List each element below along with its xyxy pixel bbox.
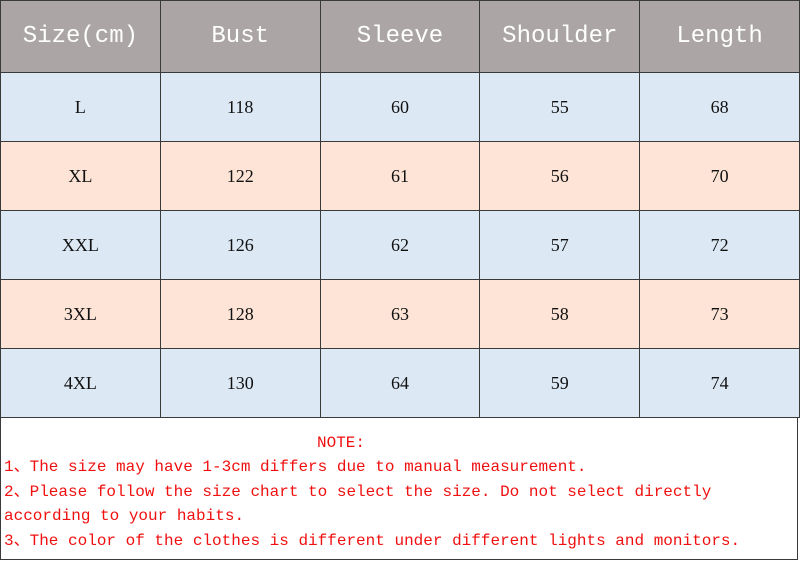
header-size: Size(cm)	[0, 0, 161, 73]
table-cell: 130	[159, 348, 321, 418]
header-bust: Bust	[159, 0, 321, 73]
table-row: XL 122 61 56 70	[0, 141, 800, 211]
table-cell: 4XL	[0, 348, 161, 418]
table-row: XXL 126 62 57 72	[0, 210, 800, 280]
note-line-1: 1、The size may have 1-3cm differs due to…	[4, 458, 587, 477]
table-cell: 73	[639, 279, 800, 349]
notes-title: NOTE:	[317, 434, 366, 452]
table-cell: 59	[479, 348, 641, 418]
table-cell: 70	[639, 141, 800, 211]
table-cell: XL	[0, 141, 161, 211]
table-cell: 122	[159, 141, 321, 211]
table-cell: 118	[159, 72, 321, 142]
note-line-2: 2、Please follow the size chart to select…	[4, 482, 712, 526]
table-cell: 3XL	[0, 279, 161, 349]
table-cell: 64	[319, 348, 481, 418]
table-cell: XXL	[0, 210, 161, 280]
table-cell: 126	[159, 210, 321, 280]
header-shoulder: Shoulder	[479, 0, 641, 73]
table-cell: 74	[639, 348, 800, 418]
table-cell: 68	[639, 72, 800, 142]
table-cell: 128	[159, 279, 321, 349]
note-line-3: 3、The color of the clothes is different …	[4, 531, 741, 550]
notes-section: NOTE: 1、The size may have 1-3cm differs …	[0, 418, 798, 560]
table-cell: 62	[319, 210, 481, 280]
header-sleeve: Sleeve	[319, 0, 481, 73]
table-row: 3XL 128 63 58 73	[0, 279, 800, 349]
table-cell: 55	[479, 72, 641, 142]
table-cell: 60	[319, 72, 481, 142]
table-row: 4XL 130 64 59 74	[0, 348, 800, 418]
table-cell: 56	[479, 141, 641, 211]
table-cell: 58	[479, 279, 641, 349]
table-cell: 61	[319, 141, 481, 211]
size-chart-table: Size(cm) Bust Sleeve Shoulder Length L 11…	[0, 0, 800, 418]
table-row: L 118 60 55 68	[0, 72, 800, 142]
header-length: Length	[639, 0, 800, 73]
table-cell: L	[0, 72, 161, 142]
table-cell: 72	[639, 210, 800, 280]
header-row: Size(cm) Bust Sleeve Shoulder Length	[0, 0, 800, 73]
table-cell: 57	[479, 210, 641, 280]
table-cell: 63	[319, 279, 481, 349]
